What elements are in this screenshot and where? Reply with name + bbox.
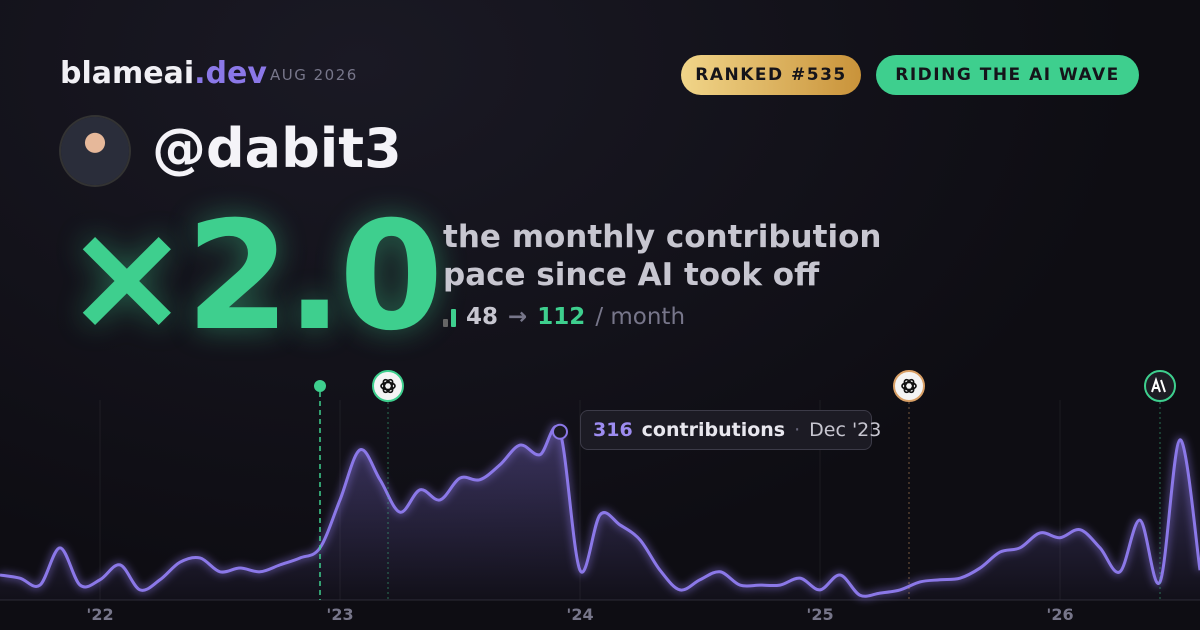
- openai-glyph: [380, 378, 396, 394]
- pace-unit: / month: [595, 304, 686, 330]
- tooltip-point: [552, 423, 568, 440]
- caption-line: pace since AI took off: [443, 257, 820, 293]
- caption-line: the monthly contribution: [443, 219, 882, 255]
- tooltip-date: Dec '23: [809, 419, 882, 441]
- tooltip-separator: ·: [794, 419, 801, 441]
- event-markers: [314, 370, 1176, 600]
- pace-before: 48: [466, 304, 499, 330]
- rank-badge: RANKED #535: [681, 55, 861, 95]
- status-badge: RIDING THE AI WAVE: [876, 55, 1139, 95]
- area-fill: [0, 426, 1200, 600]
- line: [0, 425, 1200, 598]
- anthropic-glyph: [1151, 376, 1166, 393]
- tooltip: 316 contributions · Dec '23: [580, 410, 881, 450]
- x-tick-label: '22: [86, 605, 113, 624]
- x-tick-label: '25: [806, 605, 833, 624]
- x-tick-label: '23: [326, 605, 353, 624]
- pace-icon: [443, 307, 456, 327]
- handle: @dabit3: [152, 117, 402, 180]
- pace-arrow: →: [508, 304, 528, 330]
- date: AUG 2026: [270, 66, 358, 84]
- openai-icon: [372, 370, 404, 402]
- event-dot: [314, 380, 326, 392]
- anthropic-icon: [1144, 370, 1176, 402]
- tooltip-value: 316: [593, 419, 633, 441]
- x-tick-label: '26: [1046, 605, 1073, 624]
- avatar: [61, 117, 129, 185]
- openai-glyph: [901, 378, 917, 394]
- pace: 48 → 112 / month: [443, 304, 685, 330]
- caption: the monthly contribution pace since AI t…: [443, 218, 881, 294]
- brand-name: blameai: [60, 56, 195, 91]
- tooltip-label: contributions: [641, 419, 786, 441]
- x-tick-label: '24: [566, 605, 593, 624]
- openai-icon: [893, 370, 925, 402]
- pace-after: 112: [537, 304, 586, 330]
- brand: blameai.dev: [60, 56, 267, 91]
- multiplier: ×2.0: [64, 190, 443, 364]
- brand-tld: .dev: [194, 56, 267, 91]
